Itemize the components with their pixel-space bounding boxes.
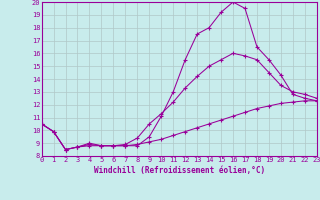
X-axis label: Windchill (Refroidissement éolien,°C): Windchill (Refroidissement éolien,°C) — [94, 166, 265, 175]
